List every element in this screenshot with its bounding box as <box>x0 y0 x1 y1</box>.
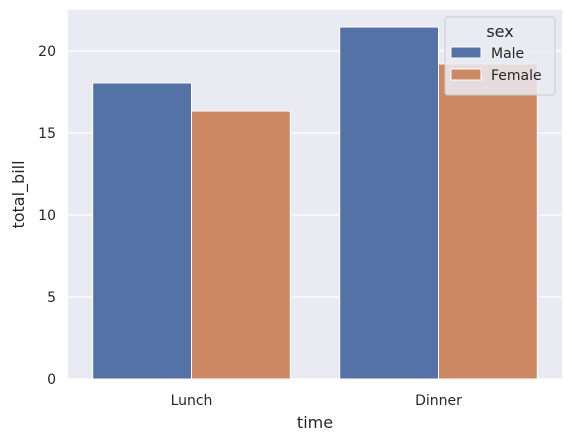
legend-swatch-female <box>450 68 482 81</box>
legend-swatch-male <box>450 46 482 59</box>
bar-male-lunch <box>92 82 192 380</box>
x-axis-ticks: Lunch Dinner <box>171 393 463 409</box>
bar-female-dinner <box>438 63 538 380</box>
legend-items: Male Female <box>450 46 542 84</box>
y-tick-label: 20 <box>38 44 56 60</box>
bar-male-dinner <box>339 26 440 380</box>
bars <box>92 26 538 380</box>
y-tick-label: 0 <box>47 372 56 388</box>
x-axis-label: time <box>297 413 333 432</box>
y-tick-label: 5 <box>47 290 56 306</box>
legend-label-male: Male <box>491 46 524 62</box>
legend: sex Male Female <box>444 16 556 96</box>
y-tick-label: 10 <box>38 208 56 224</box>
y-axis-label: total_bill <box>9 160 29 228</box>
bar-female-lunch <box>191 110 291 380</box>
x-tick-label: Dinner <box>415 393 462 409</box>
x-tick-label: Lunch <box>171 393 213 409</box>
y-axis-ticks: 0 5 10 15 20 <box>38 44 56 388</box>
y-tick-label: 15 <box>38 126 56 142</box>
legend-label-female: Female <box>491 68 542 84</box>
legend-title: sex <box>486 22 513 41</box>
